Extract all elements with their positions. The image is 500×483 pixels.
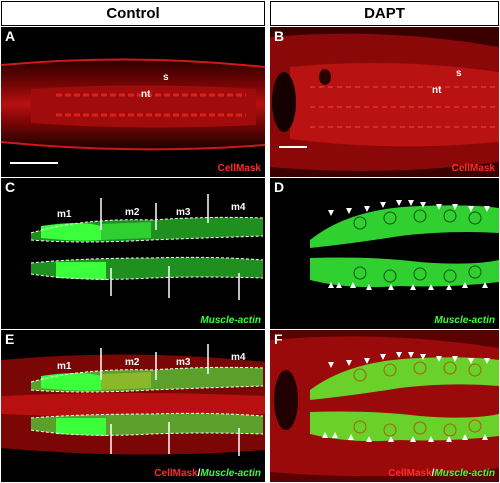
- somite-label-m4: m4: [231, 352, 246, 363]
- cellmask-marker: CellMask: [154, 468, 198, 479]
- somite-tag: s: [163, 72, 169, 83]
- merged-marker-legend: CellMask/Muscle-actin: [388, 468, 495, 479]
- neural-tube-tag: nt: [432, 85, 442, 96]
- merged-marker-legend: CellMask/Muscle-actin: [154, 468, 261, 479]
- somite-label-m2: m2: [125, 357, 140, 368]
- cellmask-marker: CellMask: [388, 468, 432, 479]
- panel-e-label: E: [5, 331, 15, 347]
- panel-b-label: B: [274, 28, 285, 44]
- panel-a-label: A: [5, 28, 16, 44]
- panel-b-image: [270, 27, 499, 177]
- arrowheads: [322, 352, 490, 442]
- panel-c: C m1 m2 m3 m4 Muscle-actin: [1, 178, 265, 329]
- panel-e-image: [1, 330, 265, 482]
- somite-tag: s: [456, 68, 462, 79]
- somite-label-m3: m3: [176, 357, 191, 368]
- cellmask-marker: CellMask: [217, 163, 261, 174]
- panel-a-image: [1, 27, 265, 177]
- panel-b: B s nt CellMask: [270, 27, 499, 177]
- muscle-actin-marker: Muscle-actin: [200, 468, 261, 479]
- muscle-actin-marker: Muscle-actin: [434, 315, 495, 326]
- neural-tube-tag: nt: [141, 89, 151, 100]
- panel-f-image: [270, 330, 499, 482]
- panel-a: A s nt CellMask: [1, 27, 265, 177]
- somite-label-m3: m3: [176, 207, 191, 218]
- somite-label-m1: m1: [57, 361, 72, 372]
- muscle-actin-marker: Muscle-actin: [434, 468, 495, 479]
- somite-label-m2: m2: [125, 207, 140, 218]
- panel-c-label: C: [5, 179, 16, 195]
- panel-f-label: F: [274, 331, 283, 347]
- header-dapt: DAPT: [270, 1, 499, 26]
- somite-label-m4: m4: [231, 202, 246, 213]
- panel-d-label: D: [274, 179, 285, 195]
- marker-separator: /: [197, 468, 201, 479]
- panel-d: D Muscle-actin: [270, 178, 499, 329]
- header-control: Control: [1, 1, 265, 26]
- scale-bar: [10, 162, 58, 164]
- scale-bar: [279, 146, 307, 148]
- panel-f: F CellMask/Muscle-actin: [270, 330, 499, 482]
- marker-separator: /: [431, 468, 435, 479]
- panel-e: E m1 m2 m3 m4 CellMask/Muscle-actin: [1, 330, 265, 482]
- arrowheads: [328, 200, 490, 290]
- panel-c-image: [1, 178, 265, 329]
- muscle-actin-marker: Muscle-actin: [200, 315, 261, 326]
- somite-label-m1: m1: [57, 209, 72, 220]
- cellmask-marker: CellMask: [451, 163, 495, 174]
- panel-d-image: [270, 178, 499, 329]
